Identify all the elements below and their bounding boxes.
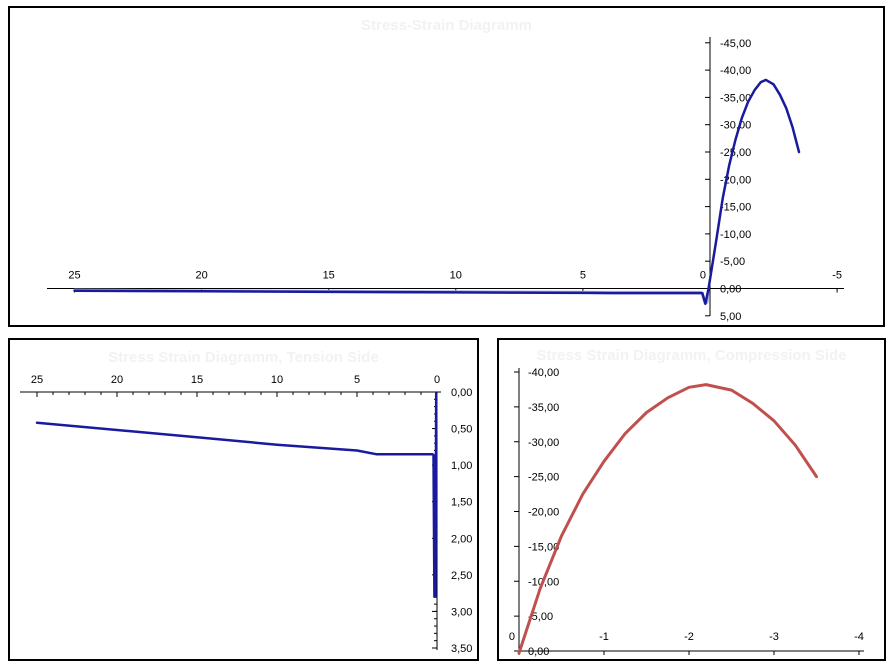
y-axis-tick-label: 5,00 xyxy=(720,311,741,323)
x-axis-tick-label: 20 xyxy=(111,374,123,386)
y-axis-tick-label: 0,50 xyxy=(451,424,472,436)
tension-chart-plot: 25 20 15 10 5 0 0,00 0,50 1,00 1,50 2,00 2,50 3,00 3,… xyxy=(20,374,472,655)
x-axis-tick-label: 0 xyxy=(434,374,440,386)
y-axis-tick-label: 2,00 xyxy=(451,533,472,545)
x-axis-tick-label: 25 xyxy=(31,374,43,386)
y-axis-tick-label: -40,00 xyxy=(528,367,559,379)
overview-chart-plot: 25 20 15 10 5 0 -5 -45,00 -40,00 -35,00 -30,00 -25,… xyxy=(47,37,844,323)
x-axis-tick-label: 15 xyxy=(191,374,203,386)
overview-chart-panel: Stress-Strain Diagramm 25 20 15 10 5 0 -5 -45,0… xyxy=(8,6,885,327)
compression-chart-panel: Stress Strain Diagramm, Compression Side… xyxy=(497,338,886,661)
y-axis-tick-label: -20,00 xyxy=(528,507,559,519)
y-axis-tick-label: -35,00 xyxy=(528,402,559,414)
y-axis-tick-label: 0,00 xyxy=(720,284,741,296)
tension-stress-strain-line xyxy=(35,392,438,599)
x-axis-tick-label: -1 xyxy=(599,631,609,643)
stress-strain-line xyxy=(73,78,801,306)
tension-chart-panel: Stress Strain Diagramm, Tension Side 25 2… xyxy=(8,338,479,661)
y-axis-tick-label: 3,50 xyxy=(451,643,472,655)
y-axis-tick-label: 3,00 xyxy=(451,606,472,618)
x-axis-tick-label: 20 xyxy=(195,270,207,282)
x-axis-tick-label: 0 xyxy=(509,631,515,643)
y-axis-tick-label: -25,00 xyxy=(528,472,559,484)
y-axis-tick-label: 2,50 xyxy=(451,570,472,582)
x-axis-tick-label: 10 xyxy=(450,270,462,282)
x-axis-tick-label: 15 xyxy=(323,270,335,282)
x-axis-tick-label: -5 xyxy=(832,270,842,282)
compression-chart-plot: 0 -1 -2 -3 -4 -40,00 -35,00 -30,00 -25,00 -20,00 -… xyxy=(509,367,864,658)
y-axis-tick-label: 1,00 xyxy=(451,460,472,472)
x-axis-tick-label: 5 xyxy=(354,374,360,386)
x-axis-tick-label: 5 xyxy=(580,270,586,282)
y-axis-tick-label: -30,00 xyxy=(720,120,751,132)
y-axis-tick-label: -10,00 xyxy=(720,229,751,241)
y-axis-tick-label: -15,00 xyxy=(528,541,559,553)
y-axis-tick-label: 0,00 xyxy=(451,387,472,399)
y-axis-tick-label: -5,00 xyxy=(720,256,745,268)
y-axis-tick-label: 1,50 xyxy=(451,497,472,509)
y-axis-tick-label: 0,00 xyxy=(528,646,549,658)
y-axis-tick-label: -25,00 xyxy=(720,147,751,159)
y-axis-tick-label: -45,00 xyxy=(720,38,751,50)
y-axis-tick-label: -40,00 xyxy=(720,65,751,77)
y-axis-tick-label: -15,00 xyxy=(720,202,751,214)
x-axis-tick-label: -2 xyxy=(684,631,694,643)
y-axis-tick-label: -30,00 xyxy=(528,437,559,449)
y-axis-tick-label: -35,00 xyxy=(720,92,751,104)
x-axis-tick-label: 25 xyxy=(68,270,80,282)
x-axis-tick-label: 10 xyxy=(271,374,283,386)
compression-stress-strain-line xyxy=(517,383,818,655)
x-axis-tick-label: 0 xyxy=(700,270,706,282)
x-axis-tick-label: -4 xyxy=(854,631,864,643)
y-axis-tick-label: -5,00 xyxy=(528,611,553,623)
x-axis-tick-label: -3 xyxy=(769,631,779,643)
